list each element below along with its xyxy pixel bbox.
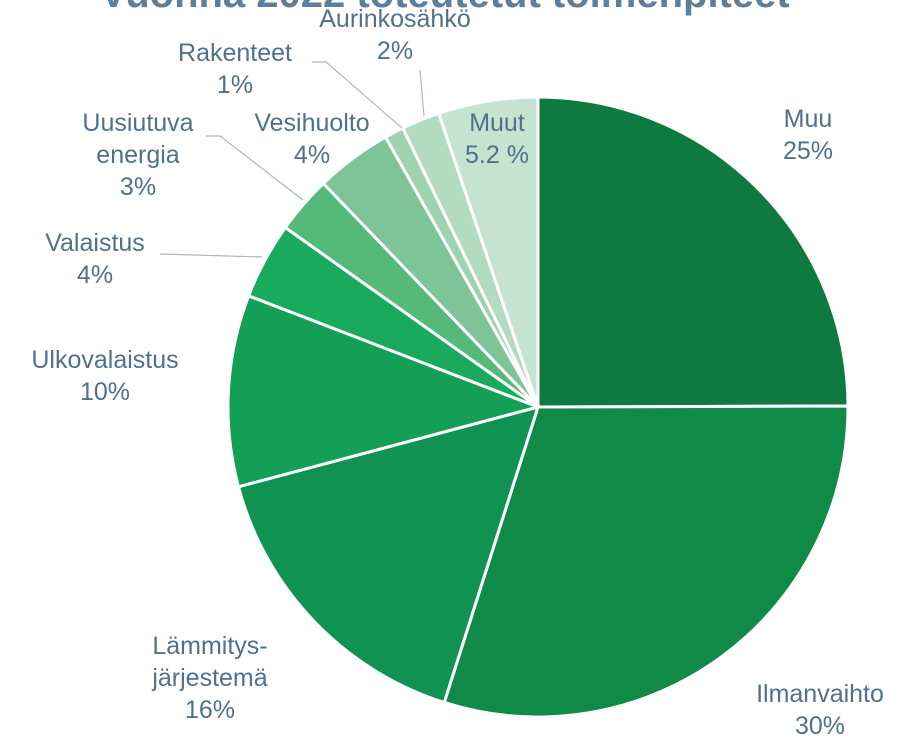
leader-line (419, 69, 425, 117)
category-label: Ulkovalaistus (31, 346, 179, 374)
chart-title: Vuonna 2022 toteutetut toimenpiteet (100, 0, 790, 17)
slices (226, 95, 850, 719)
slice-label: Uusiutuva energia 3% (58, 107, 218, 203)
leader-line (159, 253, 263, 258)
slice-label: Rakenteet 1% (155, 37, 315, 101)
category-label: Rakenteet (178, 39, 292, 67)
value-label: 4% (293, 141, 331, 169)
value-label: 30% (794, 712, 846, 740)
slice-label: Muut 5.2 % (447, 107, 547, 171)
value-label: 5.2 % (465, 141, 529, 169)
leader-line (206, 135, 304, 201)
pie-slice (442, 404, 850, 719)
pie-slice (536, 95, 850, 409)
category-label: Valaistus (45, 229, 145, 257)
pie-slice (436, 95, 540, 408)
pie-slice (226, 293, 543, 489)
category-label: Muut (469, 109, 525, 137)
value-label: 2% (376, 37, 414, 65)
slice-label: Lämmitys-järjestemä 16% (140, 630, 280, 726)
value-label: 16% (184, 696, 236, 724)
category-label: Ilmanvaihto (756, 680, 884, 708)
slice-label: Muu 25% (748, 103, 868, 167)
value-label: 10% (79, 378, 131, 406)
category-label: Vesihuolto (254, 109, 370, 137)
slice-label: Valaistus 4% (15, 227, 175, 291)
slice-label: Ilmanvaihto 30% (720, 678, 907, 742)
value-label: 1% (216, 71, 254, 99)
value-label: 4% (76, 261, 114, 289)
leader-line (312, 61, 403, 129)
slice-label: Aurinkosähkö 2% (285, 3, 505, 67)
leader-lines (159, 61, 425, 258)
category-label: Muu (783, 105, 833, 133)
value-label: 3% (119, 173, 157, 201)
category-label: Lämmitys-järjestemä (152, 632, 268, 692)
slice-label: Vesihuolto 4% (232, 107, 392, 171)
value-label: 25% (782, 137, 834, 165)
slice-label: Ulkovalaistus 10% (0, 344, 215, 408)
category-label: Uusiutuva energia (82, 109, 194, 169)
pie-slice (236, 404, 541, 705)
category-label: Aurinkosähkö (319, 5, 471, 33)
